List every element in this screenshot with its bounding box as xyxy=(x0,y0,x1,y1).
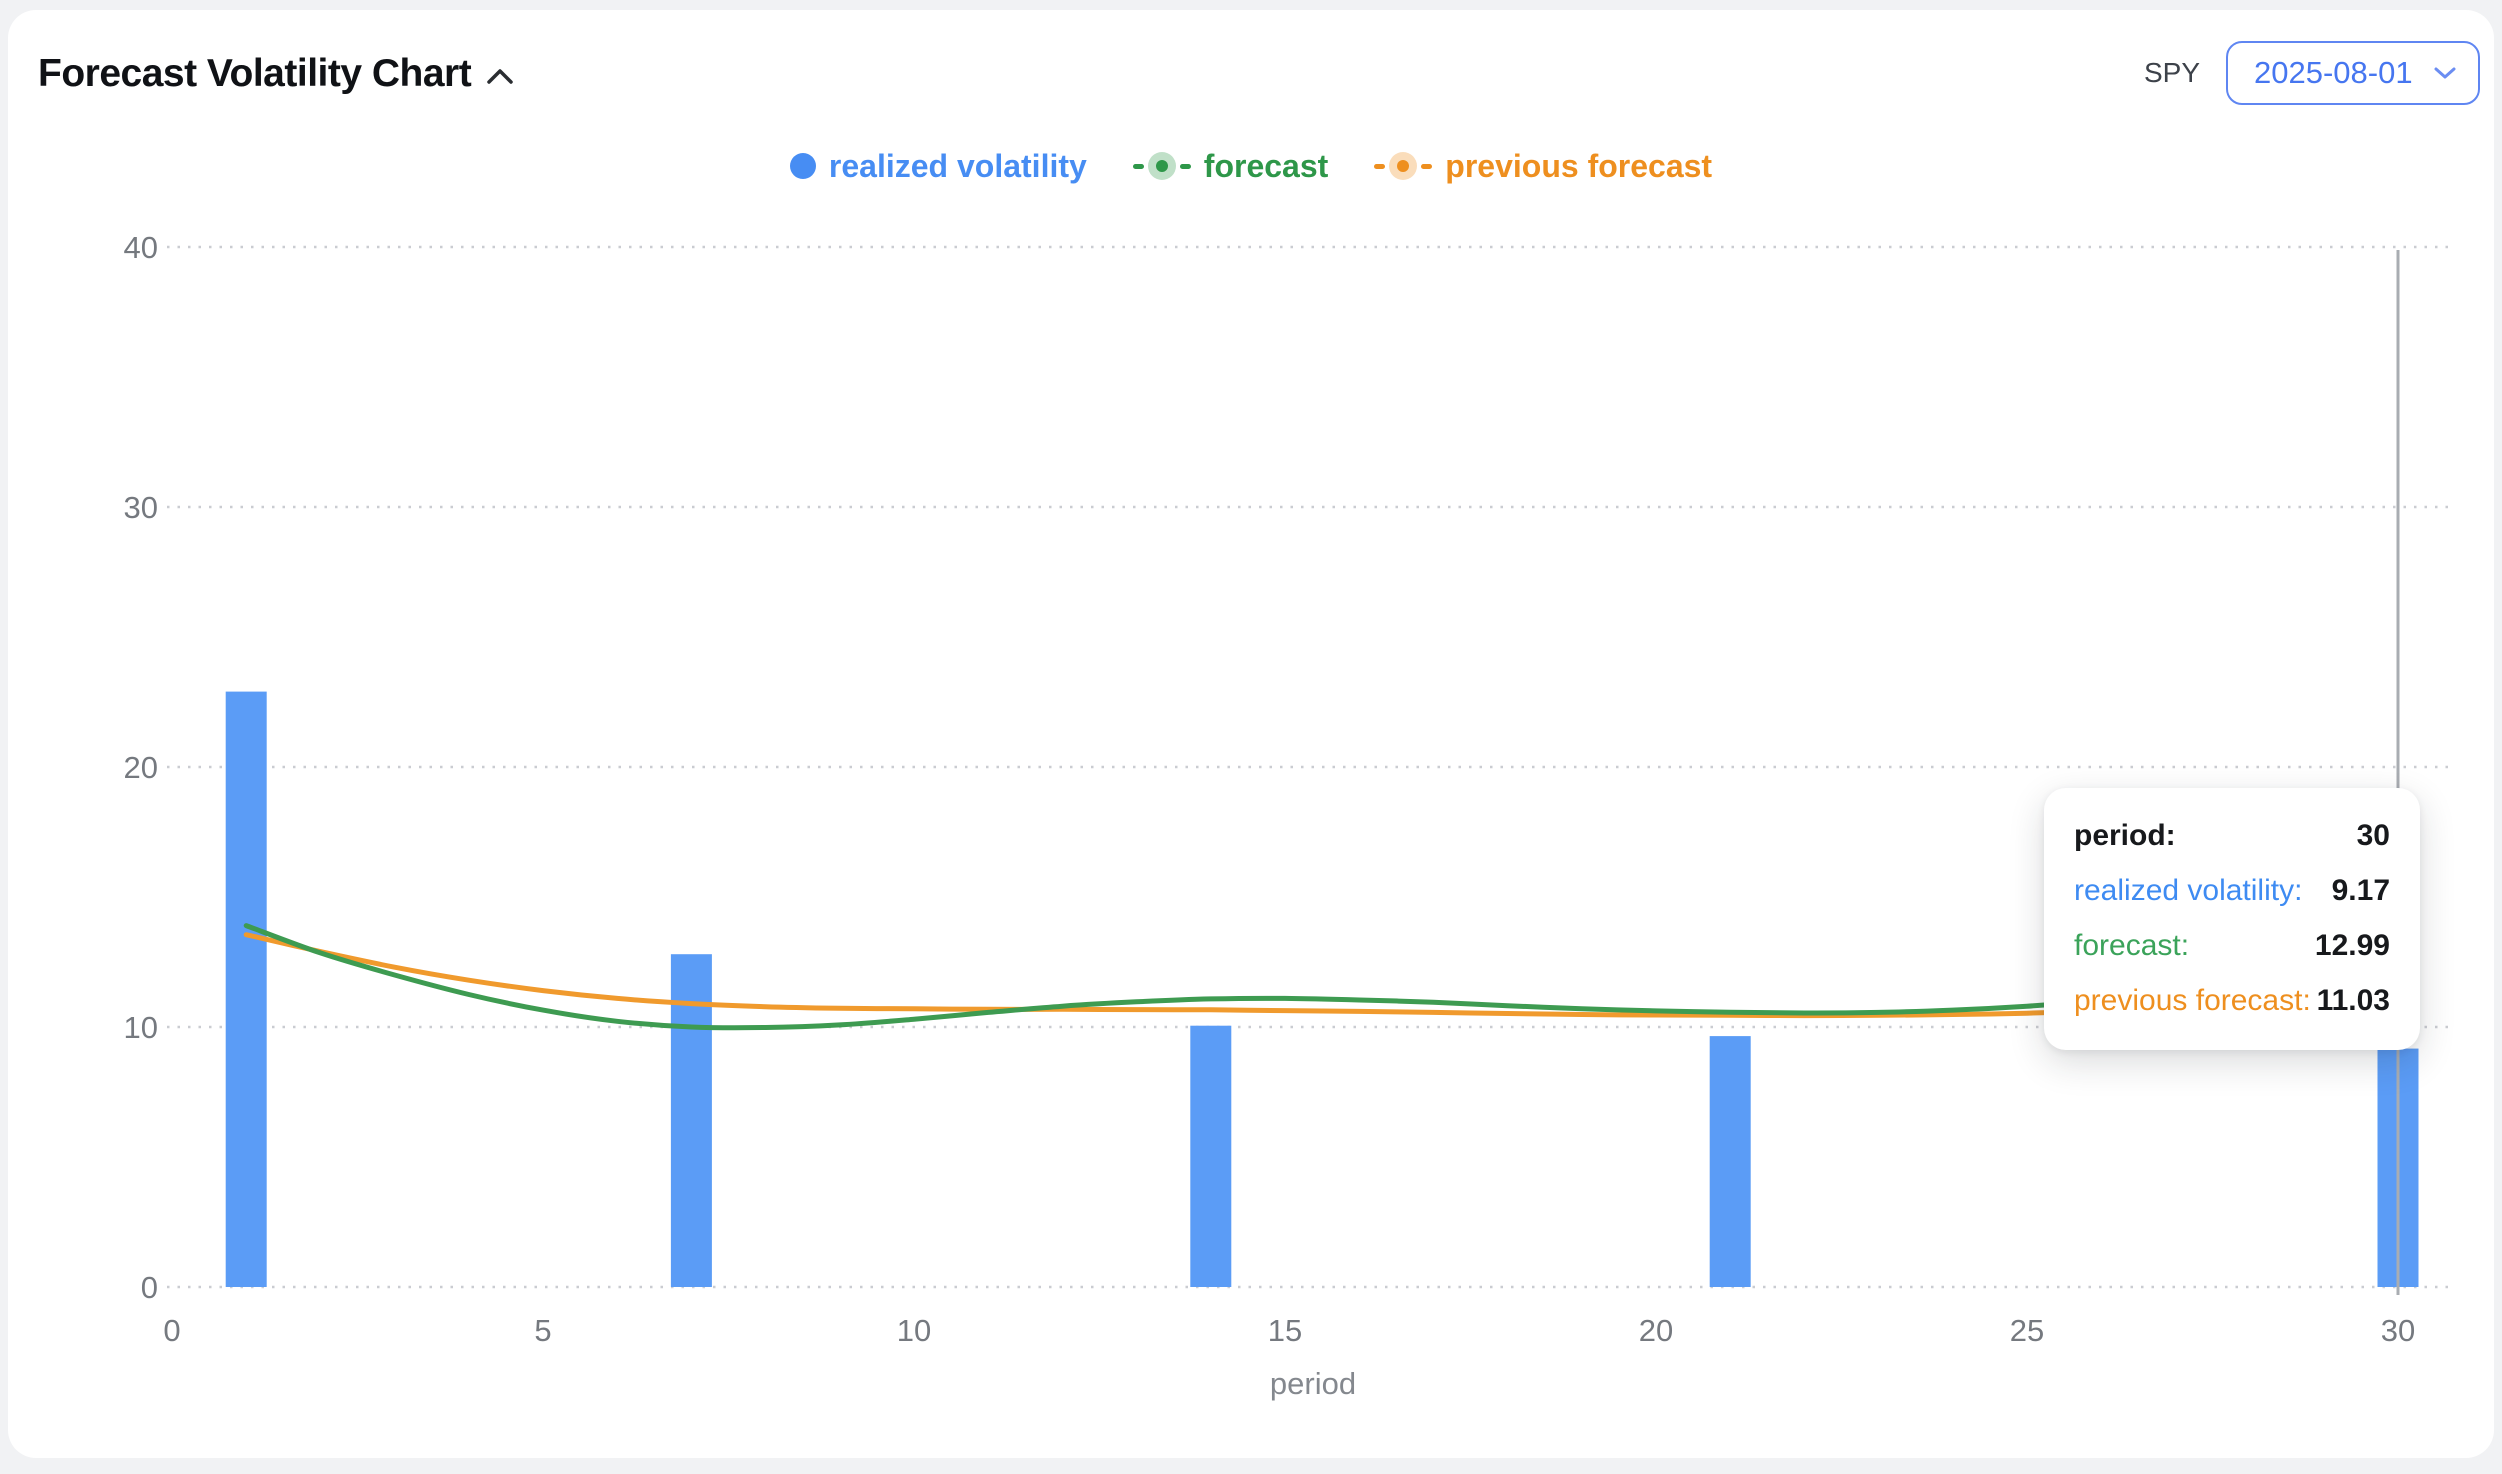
line-previous-forecast[interactable] xyxy=(243,932,2401,1019)
tooltip-row-realized-volatility: realized volatility: 9.17 xyxy=(2074,863,2390,918)
legend-circle-marker-icon xyxy=(789,153,816,179)
legend-line-dot-marker-icon xyxy=(1374,151,1433,181)
chart-card xyxy=(8,10,2494,1458)
x-tick-label-20: 20 xyxy=(1639,1313,1673,1348)
x-tick-label-5: 5 xyxy=(534,1313,551,1348)
legend-item-realized-volatility[interactable]: realized volatility xyxy=(789,147,1087,185)
tooltip-label: period: xyxy=(2074,819,2176,852)
tooltip-value: 30 xyxy=(2356,819,2390,852)
tooltip-row-forecast: forecast: 12.99 xyxy=(2074,918,2390,973)
x-axis-title: period xyxy=(1269,1366,1357,1401)
symbol-label: SPY xyxy=(2143,57,2200,88)
legend-item-forecast[interactable]: forecast xyxy=(1132,147,1329,185)
x-tick-label-30: 30 xyxy=(2381,1313,2415,1348)
legend: realized volatility forecast previous fore… xyxy=(0,146,2502,186)
y-tick-label-10: 10 xyxy=(124,1010,158,1045)
x-tick-label-10: 10 xyxy=(897,1313,931,1348)
bar-period-14[interactable] xyxy=(1190,1025,1232,1287)
y-tick-label-30: 30 xyxy=(124,490,158,525)
tooltip-row-previous-forecast: previous forecast: 11.03 xyxy=(2074,973,2390,1028)
y-tick-label-40: 40 xyxy=(124,230,158,265)
legend-item-label: realized volatility xyxy=(828,147,1087,184)
legend-item-previous-forecast[interactable]: previous forecast xyxy=(1374,148,1712,185)
legend-item-label: forecast xyxy=(1203,147,1329,184)
tooltip-label: forecast: xyxy=(2074,929,2190,962)
date-selector-value: 2025-08-01 xyxy=(2254,55,2413,90)
tooltip-value: 11.03 xyxy=(2316,984,2390,1017)
y-tick-label-20: 20 xyxy=(124,750,158,785)
chevron-down-icon xyxy=(2434,67,2456,79)
legend-item-label: previous forecast xyxy=(1445,147,1713,184)
tooltip-value: 9.17 xyxy=(2331,874,2390,907)
tooltip-label: previous forecast: xyxy=(2074,984,2311,1017)
legend-line-dot-marker-icon xyxy=(1132,151,1191,181)
chevron-up-icon xyxy=(487,69,513,84)
tooltip-value: 12.99 xyxy=(2314,929,2390,962)
collapse-button[interactable] xyxy=(478,56,522,96)
header-controls: SPY 2025-08-01 xyxy=(2144,40,2480,106)
tooltip-row-period: period: 30 xyxy=(2074,808,2390,863)
tooltip: period: 30 realized volatility: 9.17 for… xyxy=(2044,788,2420,1050)
page-title: Forecast Volatility Chart xyxy=(38,52,472,95)
line-forecast[interactable] xyxy=(243,923,2401,1031)
x-tick-label-25: 25 xyxy=(2010,1313,2044,1348)
x-tick-label-15: 15 xyxy=(1268,1313,1302,1348)
bar-period-21[interactable] xyxy=(1709,1036,1751,1287)
tooltip-label: realized volatility: xyxy=(2074,874,2303,907)
date-selector[interactable]: 2025-08-01 xyxy=(2226,41,2480,105)
bar-period-1[interactable] xyxy=(225,691,267,1287)
x-tick-label-0: 0 xyxy=(163,1313,180,1348)
y-tick-label-0: 0 xyxy=(141,1270,158,1305)
bar-period-7[interactable] xyxy=(670,954,712,1287)
